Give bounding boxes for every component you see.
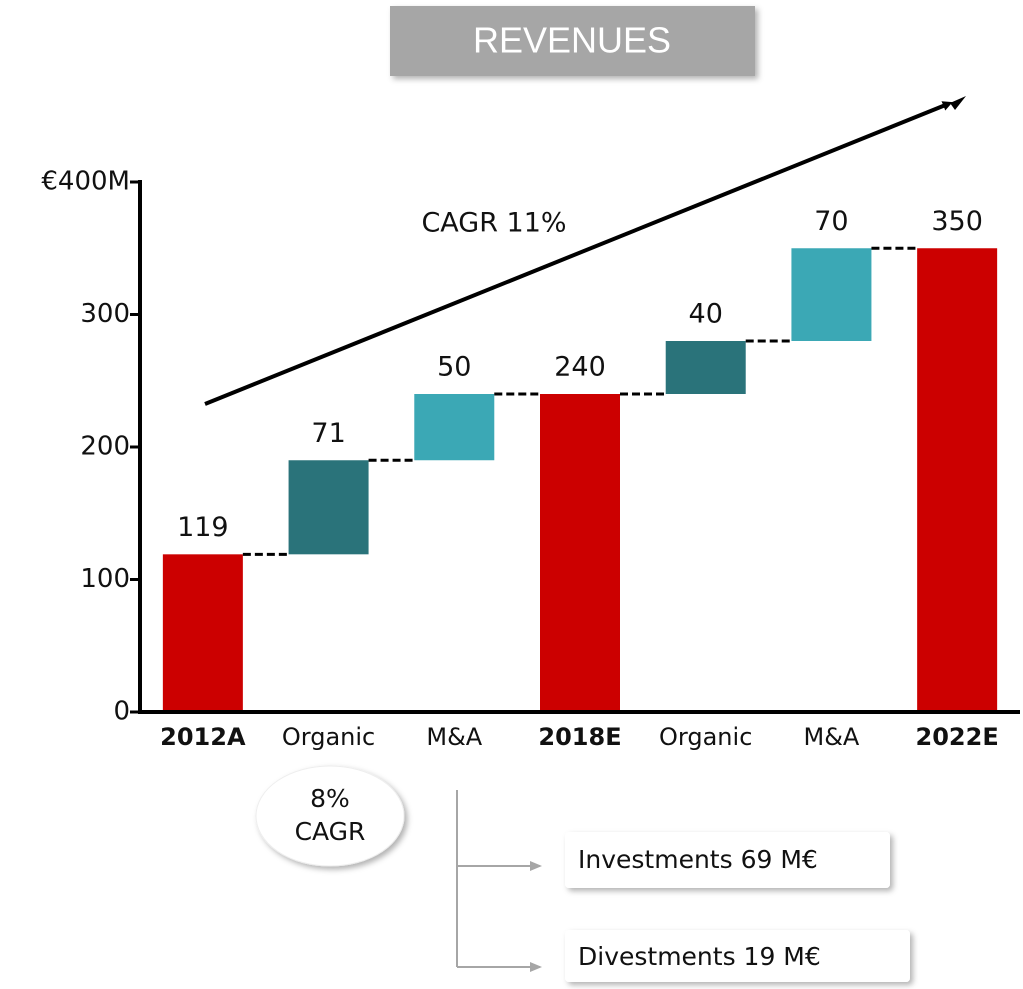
bar: [791, 248, 872, 341]
divestments-label: Divestments 19 M€: [578, 942, 821, 971]
x-tick-label: M&A: [804, 723, 860, 751]
y-tick-label: 100: [80, 564, 130, 594]
trend-arrow: [204, 101, 953, 406]
value-label: 71: [311, 418, 345, 449]
x-tick-label: Organic: [659, 723, 752, 751]
y-tick-label: 0: [113, 697, 130, 727]
title-box: [390, 6, 755, 76]
bubble: [255, 765, 405, 867]
bar: [665, 341, 746, 394]
trend-label: CAGR 11%: [421, 208, 566, 239]
y-tick-label: 300: [80, 299, 130, 329]
chart-title: REVENUES: [473, 20, 671, 61]
x-tick-label: 2018E: [538, 723, 621, 751]
bar: [917, 248, 998, 712]
y-tick-label: 200: [80, 432, 130, 462]
value-label: 50: [437, 352, 471, 383]
bar: [414, 394, 495, 461]
investments-label: Investments 69 M€: [578, 845, 818, 874]
bubble-label: CAGR: [295, 817, 366, 846]
x-tick-label: 2012A: [160, 723, 246, 751]
bar: [288, 460, 369, 555]
investments-box: [565, 832, 890, 888]
x-tick-label: Organic: [282, 723, 375, 751]
x-tick-label: 2022E: [916, 723, 999, 751]
trend-arrowhead: [950, 96, 966, 110]
value-label: 70: [814, 206, 848, 237]
bar: [540, 394, 620, 712]
plot: 0 100 200 300 €400M 119 2012A 71 Organic 50 M&A 240…: [41, 167, 1020, 751]
y-tick-label: €400M: [41, 167, 130, 197]
value-label: 119: [177, 512, 229, 543]
divestments-box: [565, 930, 910, 982]
bubble-label: 8%: [310, 784, 350, 813]
bar: [162, 554, 243, 712]
value-label: 40: [689, 299, 723, 330]
value-label: 350: [931, 206, 983, 237]
value-label: 240: [554, 352, 606, 383]
x-tick-label: M&A: [426, 723, 482, 751]
